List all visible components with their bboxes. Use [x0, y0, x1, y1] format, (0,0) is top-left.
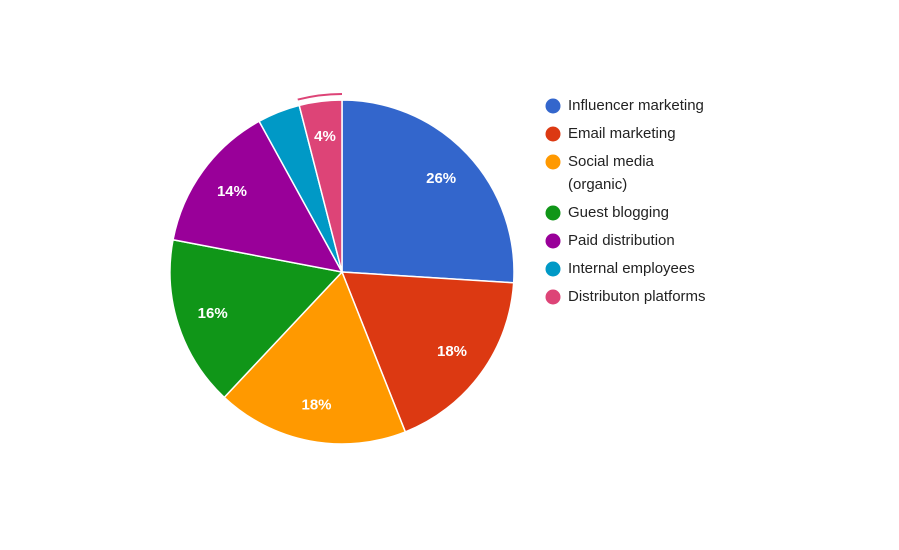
- legend-swatch: [545, 126, 561, 142]
- legend-label: Distributon platforms: [568, 288, 706, 305]
- legend-label: Paid distribution: [568, 232, 675, 249]
- slice-highlight: [297, 93, 343, 101]
- legend-swatch: [545, 205, 561, 221]
- legend-swatch: [545, 98, 561, 114]
- pie-slice: [298, 99, 343, 273]
- legend-swatch: [545, 154, 561, 170]
- legend-swatch: [545, 233, 561, 249]
- legend-line: Social media: [568, 153, 658, 170]
- data-label: 26%: [426, 170, 456, 187]
- pie-slice: [340, 271, 515, 433]
- data-label: 18%: [437, 343, 467, 360]
- pie-slice: [341, 99, 515, 284]
- legend-line: (organic): [568, 176, 627, 193]
- legend-label: Internal employees: [568, 260, 695, 277]
- legend-label: Influencer marketing: [568, 97, 704, 114]
- pie-slice: [169, 238, 344, 399]
- legend-label: Social media (organic): [568, 153, 658, 193]
- pie-slice: [223, 270, 407, 445]
- pie-slice: [172, 120, 344, 274]
- data-label: 18%: [302, 397, 332, 414]
- data-label: 16%: [198, 305, 228, 322]
- data-label: 4%: [314, 128, 336, 145]
- legend-swatch: [545, 261, 561, 277]
- legend-label: Guest blogging: [568, 204, 669, 221]
- data-label: 14%: [217, 183, 247, 200]
- legend-swatch: [545, 289, 561, 305]
- legend-label: Email marketing: [568, 125, 676, 142]
